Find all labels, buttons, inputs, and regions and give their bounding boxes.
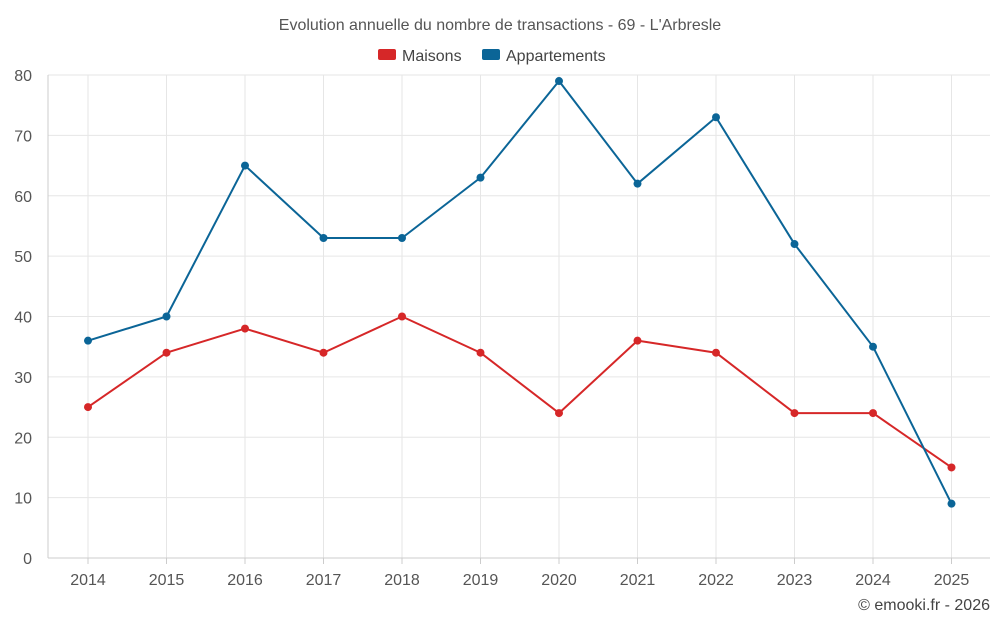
data-point-appartements[interactable] (241, 161, 249, 170)
data-point-maisons[interactable] (790, 409, 799, 418)
credit-text: © emooki.fr - 2026 (858, 597, 990, 614)
series-line-maisons (87, 315, 953, 469)
y-tick-label: 50 (14, 249, 32, 266)
data-point-maisons[interactable] (712, 348, 720, 357)
data-point-appartements[interactable] (869, 342, 877, 351)
x-tick-label: 2022 (698, 572, 734, 589)
data-point-appartements[interactable] (476, 173, 485, 182)
x-tick-label: 2017 (306, 572, 342, 589)
y-tick-label: 10 (14, 491, 32, 508)
data-point-maisons[interactable] (633, 336, 642, 345)
x-tick-label: 2014 (70, 572, 106, 589)
data-point-appartements[interactable] (790, 240, 799, 249)
data-point-appartements[interactable] (555, 77, 563, 86)
legend-swatch-maisons[interactable] (378, 49, 396, 60)
data-point-maisons[interactable] (398, 312, 406, 321)
y-tick-label: 80 (14, 68, 32, 85)
series-group (84, 77, 956, 508)
x-tick-label: 2016 (227, 572, 263, 589)
y-tick-label: 70 (14, 128, 32, 145)
chart-title: Evolution annuelle du nombre de transact… (279, 17, 722, 34)
legend-label-appartements[interactable]: Appartements (506, 48, 606, 65)
y-tick-label: 40 (14, 310, 32, 327)
legend: Maisons Appartements (378, 48, 606, 65)
data-point-appartements[interactable] (633, 179, 642, 188)
data-point-maisons[interactable] (947, 463, 956, 472)
data-point-maisons[interactable] (319, 348, 328, 357)
data-point-maisons[interactable] (476, 348, 485, 357)
legend-label-maisons[interactable]: Maisons (402, 48, 462, 65)
legend-swatch-appartements[interactable] (482, 49, 500, 60)
data-point-appartements[interactable] (947, 499, 956, 508)
y-tick-label: 60 (14, 189, 32, 206)
y-tick-label: 0 (23, 551, 32, 568)
x-tick-label: 2015 (149, 572, 185, 589)
data-point-appartements[interactable] (319, 234, 328, 243)
axes: 0 10 20 30 40 50 60 70 80 2014 2015 2016 2017 2018 201… (14, 68, 990, 589)
data-point-maisons[interactable] (555, 409, 563, 418)
x-tick-label: 2020 (541, 572, 577, 589)
x-tick-label: 2023 (777, 572, 813, 589)
x-tick-label: 2021 (620, 572, 656, 589)
data-point-maisons[interactable] (241, 324, 249, 333)
data-point-maisons[interactable] (84, 403, 92, 412)
data-point-appartements[interactable] (398, 234, 406, 243)
x-tick-label: 2018 (384, 572, 420, 589)
data-point-appartements[interactable] (712, 113, 720, 122)
data-point-maisons[interactable] (869, 409, 877, 418)
x-tick-label: 2024 (855, 572, 891, 589)
data-point-appartements[interactable] (84, 336, 92, 345)
data-point-maisons[interactable] (162, 348, 171, 357)
data-point-appartements[interactable] (162, 312, 171, 321)
x-tick-label: 2025 (934, 572, 970, 589)
x-tick-label: 2019 (463, 572, 499, 589)
series-line-appartements (87, 80, 953, 505)
y-tick-label: 30 (14, 370, 32, 387)
y-tick-label: 20 (14, 430, 32, 447)
